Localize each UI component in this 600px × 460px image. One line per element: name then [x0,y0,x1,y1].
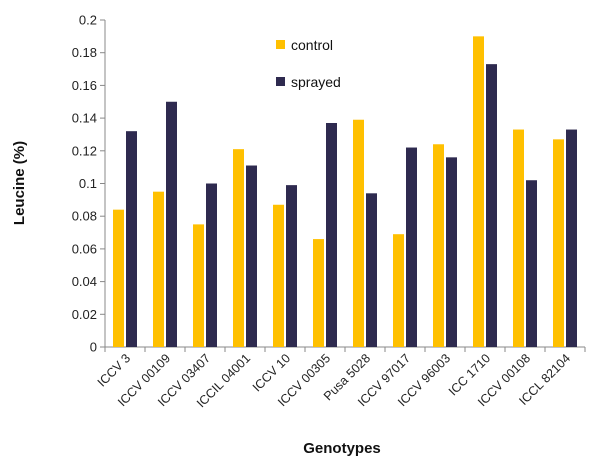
y-tick-label: 0.02 [72,307,97,322]
bar-control [513,129,524,347]
y-tick-label: 0.12 [72,143,97,158]
y-tick-label: 0.08 [72,209,97,224]
bar-sprayed [526,180,537,347]
x-tick-label: ICCV 3 [95,351,133,389]
y-tick-label: 0.04 [72,274,97,289]
plot-area: 00.020.040.060.080.10.120.140.160.180.2 … [72,13,586,410]
bar-control [353,119,364,347]
bar-sprayed [486,64,497,348]
y-axis-title: Leucine (%) [11,141,28,225]
y-tick-label: 0.14 [72,111,97,126]
bar-control [553,139,564,347]
bar-control [113,209,124,347]
bar-control [433,144,444,347]
legend-label-control: control [291,37,333,53]
legend-swatch-control [276,40,285,49]
legend-label-sprayed: sprayed [291,74,341,90]
x-axis-title: Genotypes [303,440,381,457]
bar-sprayed [326,123,337,347]
bar-sprayed [286,185,297,347]
bar-sprayed [166,101,177,347]
bar-sprayed [126,131,137,347]
bars [113,36,577,348]
bar-sprayed [566,129,577,347]
y-tick-label: 0.2 [79,13,97,28]
bar-control [233,149,244,347]
bar-control [393,234,404,347]
bar-control [273,204,284,347]
bar-control [473,36,484,347]
bar-control [313,239,324,347]
bar-control [153,191,164,347]
bar-sprayed [366,193,377,347]
y-tick-label: 0.1 [79,176,97,191]
legend-swatch-sprayed [276,77,285,86]
bar-control [193,224,204,347]
bar-sprayed [446,157,457,347]
bar-sprayed [246,165,257,347]
legend: control sprayed [276,37,341,90]
y-tick-label: 0 [90,340,97,355]
y-axis-ticks: 0 0.02 0.04 0.06 0.08 0.1 0.12 0.14 0.16 0.18 0.2 [72,13,105,355]
bar-sprayed [206,183,217,347]
y-tick-label: 0.16 [72,78,97,93]
y-tick-label: 0.18 [72,45,97,60]
bar-sprayed [406,147,417,347]
y-tick-label: 0.06 [72,241,97,256]
